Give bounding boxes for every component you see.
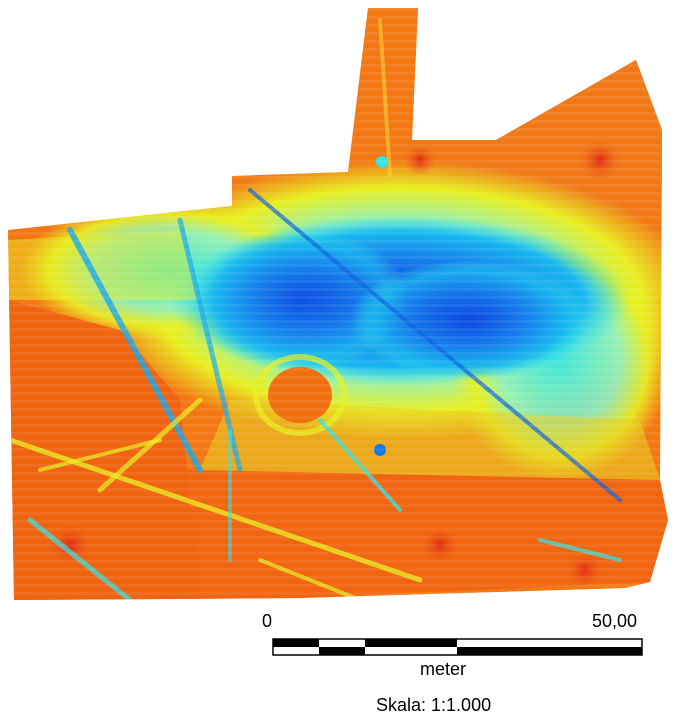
scale-segment-1b (273, 647, 319, 655)
scale-segment-2b (319, 647, 365, 655)
scale-bar-outline (272, 638, 643, 656)
scale-end-label: 50,00 (592, 611, 638, 631)
scale-segment-1 (273, 639, 319, 647)
scale-segment-3b (365, 647, 457, 655)
scale-unit-label: meter (420, 659, 467, 679)
survey-heatmap (8, 8, 668, 600)
scale-segment-2 (319, 639, 365, 647)
scale-bar-segments (272, 638, 643, 656)
scale-ratio-label: Skala: 1:1.000 (376, 695, 492, 715)
survey-area (8, 8, 668, 600)
scale-segment-4b (457, 647, 642, 655)
scale-start-label: 0 (262, 611, 273, 631)
scale-segment-4 (457, 639, 642, 647)
scale-segment-3 (365, 639, 457, 647)
scale-bar (272, 638, 643, 656)
